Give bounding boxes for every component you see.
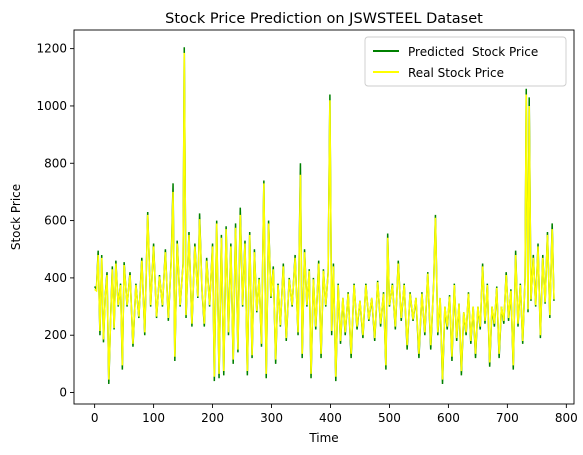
x-tick-label: 700 [496, 411, 519, 425]
y-tick-label: 0 [59, 386, 67, 400]
y-axis: 0 200 400 600 800 1000 1200 [36, 42, 74, 400]
plot-frame [73, 29, 575, 405]
real-series-line [94, 52, 555, 380]
y-tick-label: 800 [44, 156, 67, 170]
y-tick-label: 600 [44, 214, 67, 228]
series-layer [94, 47, 555, 384]
chart-title: Stock Price Prediction on JSWSTEEL Datas… [165, 11, 483, 27]
x-axis: 0 100 200 300 400 500 600 700 800 [91, 404, 578, 425]
x-tick-label: 800 [555, 411, 578, 425]
x-tick-label: 500 [378, 411, 401, 425]
legend: Predicted Stock Price Real Stock Price [364, 36, 567, 87]
x-tick-label: 0 [91, 411, 99, 425]
y-tick-label: 1000 [36, 99, 67, 113]
legend-label-predicted: Predicted Stock Price [408, 45, 538, 59]
legend-box [364, 36, 567, 87]
x-tick-label: 300 [260, 411, 283, 425]
x-tick-label: 100 [142, 411, 165, 425]
y-tick-label: 1200 [36, 42, 67, 56]
x-tick-label: 200 [201, 411, 224, 425]
y-axis-title: Stock Price [9, 184, 23, 250]
y-tick-label: 200 [44, 328, 67, 342]
x-tick-label: 400 [319, 411, 342, 425]
legend-label-real: Real Stock Price [408, 66, 504, 80]
x-axis-title: Time [308, 431, 338, 445]
y-tick-label: 400 [44, 271, 67, 285]
x-tick-label: 600 [437, 411, 460, 425]
